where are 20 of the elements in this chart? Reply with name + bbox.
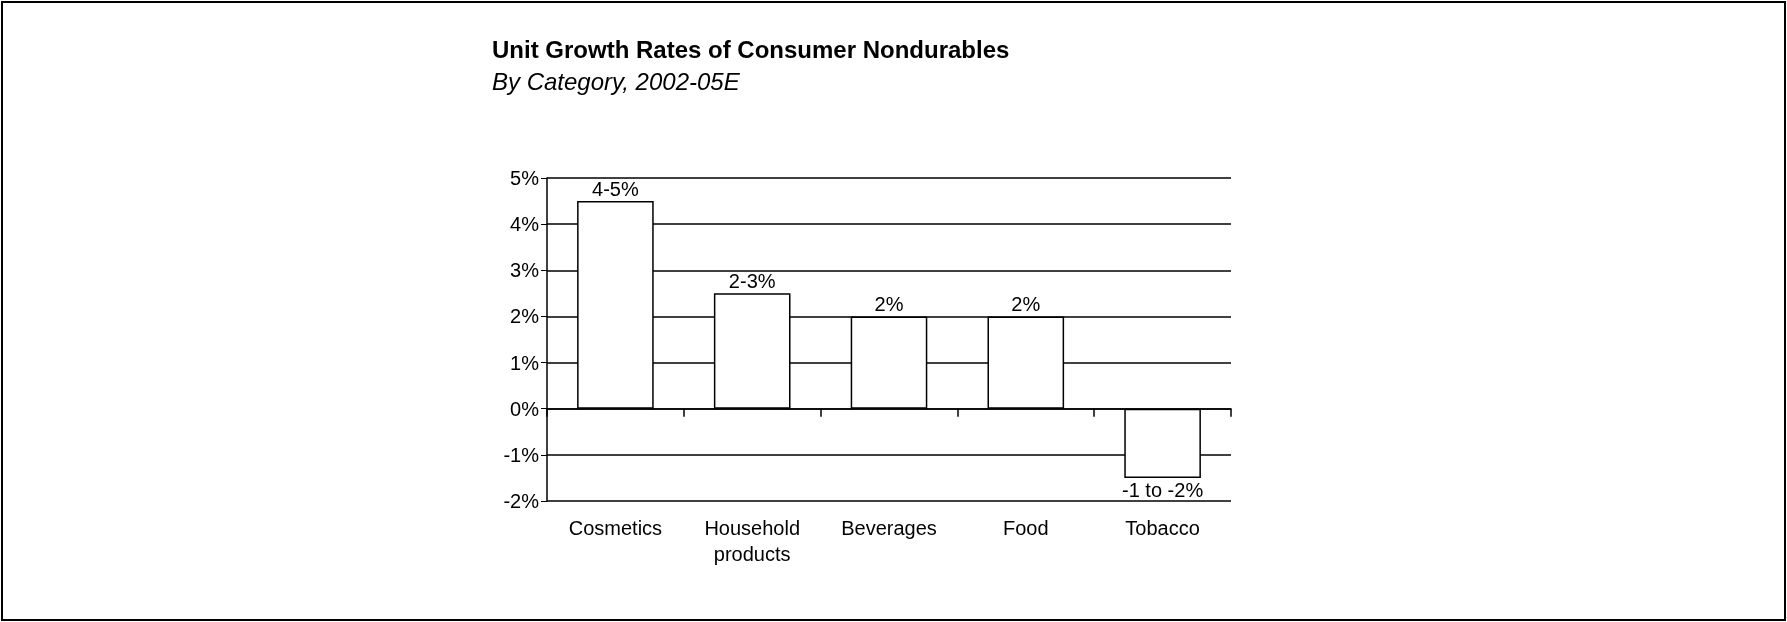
y-tick-label: 1% xyxy=(510,351,540,374)
y-tick-label: 5% xyxy=(510,167,540,189)
x-tick-label: Cosmetics xyxy=(568,517,663,539)
y-tick-label: 2% xyxy=(510,305,540,328)
y-tick-label: -2% xyxy=(503,490,540,512)
data-label: -1 to -2% xyxy=(1122,478,1204,501)
y-tick-label: 4% xyxy=(510,213,540,236)
y-tick-label: -1% xyxy=(503,443,540,466)
y-tick-label: 3% xyxy=(510,259,540,282)
data-label: 2% xyxy=(1011,293,1041,316)
x-tick-label: Tobacco xyxy=(1125,517,1200,539)
y-tick-label: 0% xyxy=(510,397,540,420)
chart-subtitle: By Category, 2002-05E xyxy=(492,67,741,95)
x-tick-label: Household products xyxy=(704,517,801,565)
x-tick-label: Beverages xyxy=(841,517,937,539)
data-label: 2-3% xyxy=(728,270,776,293)
data-label: 4-5% xyxy=(592,178,639,201)
x-tick-label: Food xyxy=(1003,517,1049,539)
data-label: 2% xyxy=(874,293,904,316)
chart-title: Unit Growth Rates of Consumer Nondurables xyxy=(492,35,1010,63)
